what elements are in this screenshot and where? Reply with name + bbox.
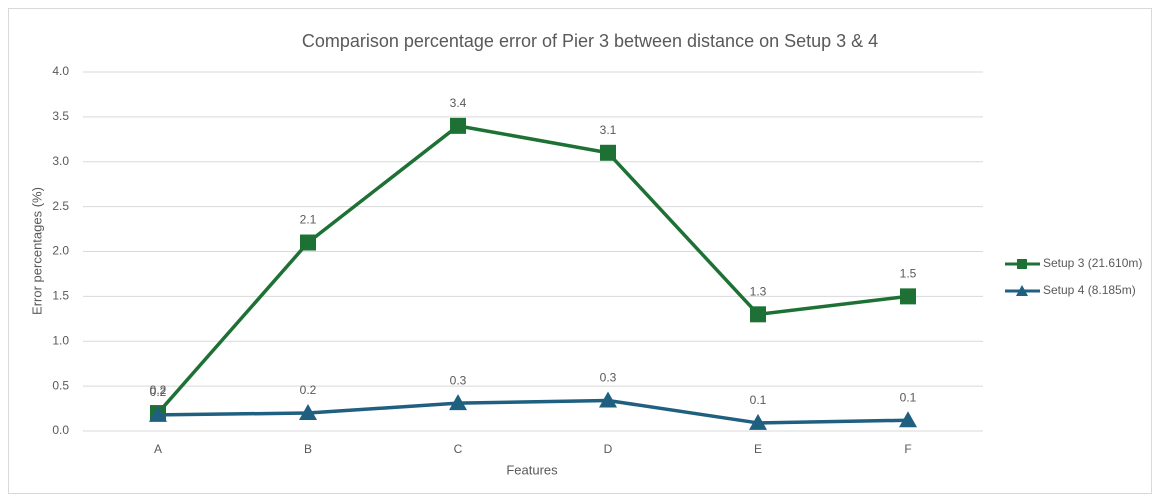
- data-label: 0.3: [600, 371, 617, 385]
- series-line: [157, 398, 909, 425]
- x-tick-label: B: [304, 442, 312, 456]
- series-line: [156, 124, 909, 415]
- y-tick-label: 1.5: [52, 289, 69, 303]
- y-axis-title: Error percentages (%): [29, 187, 44, 315]
- x-tick-label: A: [154, 442, 162, 456]
- y-tick-label: 2.0: [52, 244, 69, 258]
- data-label: 0.1: [900, 390, 917, 404]
- marker: [300, 234, 316, 251]
- data-label: 0.3: [450, 373, 467, 387]
- marker: [299, 404, 317, 421]
- data-label: 1.5: [900, 267, 917, 281]
- x-tick-label: F: [904, 442, 911, 456]
- data-label: 0.2: [150, 383, 167, 397]
- y-tick-label: 4.0: [52, 64, 69, 78]
- chart-title: Comparison percentage error of Pier 3 be…: [302, 31, 878, 51]
- data-label: 0.1: [750, 393, 767, 407]
- marker: [450, 117, 466, 134]
- marker: [750, 306, 766, 323]
- marker: [900, 288, 916, 305]
- y-tick-label: 1.0: [52, 333, 69, 347]
- legend-label: Setup 3 (21.610m): [1043, 256, 1142, 270]
- data-label: 1.3: [750, 284, 767, 298]
- marker: [449, 394, 467, 411]
- y-tick-label: 3.0: [52, 154, 69, 168]
- marker: [749, 413, 767, 430]
- y-tick-label: 0.0: [52, 423, 69, 437]
- marker: [600, 144, 616, 161]
- marker: [149, 405, 167, 422]
- x-tick-label: C: [454, 442, 463, 456]
- marker: [599, 391, 617, 408]
- legend-label: Setup 4 (8.185m): [1043, 283, 1136, 297]
- legend-marker: [1017, 259, 1027, 269]
- x-tick-label: E: [754, 442, 762, 456]
- data-label: 0.2: [300, 383, 317, 397]
- data-label: 0.2: [150, 385, 167, 399]
- legend-marker: [1016, 285, 1028, 296]
- data-label: 2.1: [300, 213, 317, 227]
- data-label: 3.1: [600, 123, 617, 137]
- y-tick-label: 0.5: [52, 378, 69, 392]
- x-axis-title: Features: [506, 462, 558, 477]
- data-label: 3.4: [450, 96, 467, 110]
- y-tick-label: 2.5: [52, 199, 69, 213]
- y-tick-label: 3.5: [52, 109, 69, 123]
- x-tick-label: D: [604, 442, 613, 456]
- marker: [899, 411, 917, 428]
